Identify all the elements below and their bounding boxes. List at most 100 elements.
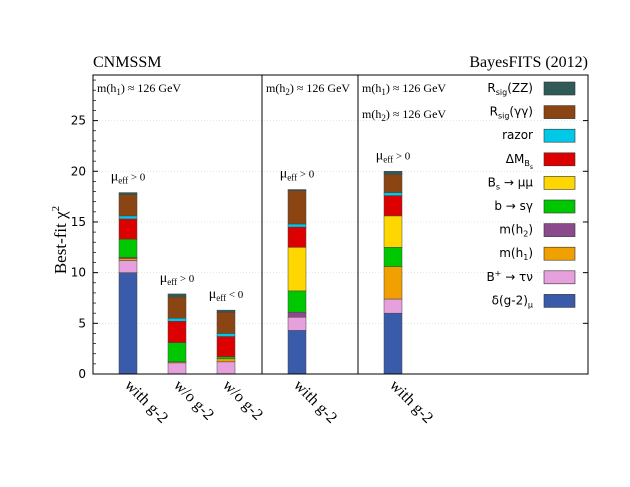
bar-segment-bsg bbox=[216, 356, 236, 360]
bar-segment-bsg bbox=[383, 247, 403, 267]
plot-border bbox=[92, 74, 589, 375]
plot-frame bbox=[92, 74, 589, 375]
bar-segment-razor bbox=[167, 318, 187, 322]
legend-label: m(h2) bbox=[499, 223, 533, 239]
y-tick-label: 10 bbox=[71, 266, 86, 280]
panel-annotations: m(h1) ≈ 126 GeV m(h2) ≈ 126 GeV m(h1) ≈ 12… bbox=[97, 81, 446, 303]
mu-eff-label: μeff < 0 bbox=[209, 287, 244, 303]
bar-segment-dmbs bbox=[287, 226, 307, 248]
bar-segment-rzz bbox=[167, 293, 187, 298]
panel-annotation: m(h2) ≈ 126 GeV bbox=[266, 81, 350, 97]
bar-segment-btaunu bbox=[383, 298, 403, 314]
panel-annotation: m(h2) ≈ 126 GeV bbox=[362, 107, 446, 123]
bar-segment-btaunu bbox=[167, 362, 187, 375]
legend-item-g2: δ(g-2)μ bbox=[492, 293, 576, 309]
legend-item-bsmumu: Bs → μμ bbox=[488, 175, 576, 191]
legend-label: b → sγ bbox=[494, 199, 533, 213]
bar-segment-mh1 bbox=[383, 266, 403, 300]
legend-swatch bbox=[543, 199, 576, 214]
legend-swatch bbox=[543, 294, 576, 308]
bar-stack bbox=[118, 192, 138, 375]
bar-stack bbox=[167, 293, 187, 375]
bar-stack bbox=[383, 171, 403, 375]
legend-swatch bbox=[543, 176, 576, 190]
legend-label: m(h1) bbox=[499, 246, 533, 262]
panel-annotation: m(h1) ≈ 126 GeV bbox=[362, 81, 446, 97]
y-axis: 0 5 10 15 20 25 bbox=[71, 79, 588, 381]
mu-eff-label: μeff > 0 bbox=[111, 170, 146, 186]
y-tick-label: 25 bbox=[71, 114, 86, 128]
legend: Rsig(ZZ) Rsig(γγ) razor ΔMBs Bs → μμ b → sγ m(… bbox=[486, 81, 576, 309]
legend-item-dmbs: ΔMBs bbox=[506, 152, 576, 171]
bar-segment-razor bbox=[216, 333, 236, 337]
x-tick-label: w/o g-2 bbox=[219, 377, 266, 424]
legend-swatch bbox=[543, 128, 576, 143]
bar-segment-btaunu bbox=[216, 361, 236, 375]
x-tick-label: w/o g-2 bbox=[170, 377, 217, 424]
x-tick-label: with g-2 bbox=[121, 377, 171, 427]
legend-item-rzz: Rsig(ZZ) bbox=[487, 81, 576, 97]
y-axis-title: Best-fit χ2 bbox=[50, 206, 70, 274]
bar-segment-rzz bbox=[118, 192, 138, 195]
bar-segment-rzz bbox=[287, 189, 307, 191]
legend-item-btaunu: B+ → τν bbox=[486, 269, 576, 285]
bar-segment-btaunu bbox=[287, 316, 307, 331]
bar-segment-rzz bbox=[383, 171, 403, 175]
bar-segment-g2 bbox=[118, 272, 138, 375]
bar-segment-mh1 bbox=[216, 358, 236, 363]
legend-label: Rsig(γγ) bbox=[490, 105, 533, 121]
legend-item-razor: razor bbox=[502, 128, 576, 143]
bar-segment-dmbs bbox=[167, 321, 187, 343]
legend-item-mh2: m(h2) bbox=[499, 223, 576, 239]
mu-eff-label: μeff > 0 bbox=[160, 271, 195, 287]
legend-swatch bbox=[543, 246, 576, 261]
bar-segment-bsg bbox=[167, 342, 187, 363]
y-tick-label: 15 bbox=[71, 215, 86, 229]
legend-label: razor bbox=[502, 128, 533, 142]
bar-segment-g2 bbox=[287, 330, 307, 375]
bar-segment-dmbs bbox=[216, 336, 236, 358]
legend-label: Bs → μμ bbox=[488, 175, 534, 191]
y-tick-label: 5 bbox=[78, 316, 86, 330]
bar-stack bbox=[216, 309, 236, 375]
y-tick-label: 20 bbox=[71, 164, 86, 178]
bar-segment-bsg bbox=[287, 290, 307, 313]
bar-segment-razor bbox=[383, 192, 403, 196]
bar-segment-razor bbox=[287, 223, 307, 228]
x-tick-label: with g-2 bbox=[290, 377, 340, 427]
legend-label: B+ → τν bbox=[486, 269, 533, 284]
bar-segment-dmbs bbox=[118, 218, 138, 240]
legend-item-mh1: m(h1) bbox=[499, 246, 576, 262]
x-tick-label: with g-2 bbox=[386, 377, 436, 427]
panel-annotation: m(h1) ≈ 126 GeV bbox=[97, 81, 181, 97]
bar-segment-mh1 bbox=[118, 258, 138, 261]
mu-eff-label: μeff > 0 bbox=[280, 167, 315, 183]
bar-segment-razor bbox=[118, 215, 138, 220]
legend-item-rgg: Rsig(γγ) bbox=[490, 105, 576, 121]
bars bbox=[118, 171, 403, 375]
bar-segment-btaunu bbox=[118, 260, 138, 273]
bar-segment-mh2 bbox=[287, 311, 307, 318]
legend-item-bsg: b → sγ bbox=[494, 199, 576, 214]
x-labels: with g-2w/o g-2 w/o g-2 with g-2 with g-2 bbox=[121, 377, 436, 427]
legend-swatch bbox=[543, 81, 576, 96]
bar-segment-bsmumu bbox=[383, 215, 403, 248]
legend-swatch bbox=[543, 152, 576, 167]
bar-segment-rgg bbox=[118, 194, 138, 217]
bar-segment-dmbs bbox=[383, 195, 403, 217]
bar-segment-rgg bbox=[287, 190, 307, 225]
y-axis-label: Best-fit χ2 bbox=[50, 206, 70, 274]
y-tick-label: 0 bbox=[78, 367, 86, 381]
bar-segment-rzz bbox=[216, 309, 236, 313]
bar-segment-bsmumu bbox=[287, 247, 307, 292]
bar-segment-g2 bbox=[383, 312, 403, 375]
legend-swatch bbox=[543, 270, 576, 285]
legend-swatch bbox=[543, 223, 576, 237]
header-right: BayesFITS (2012) bbox=[469, 54, 588, 71]
bar-segment-bsg bbox=[118, 238, 138, 258]
bar-segment-rgg bbox=[216, 311, 236, 334]
bar-stack bbox=[287, 189, 307, 375]
legend-label: Rsig(ZZ) bbox=[487, 81, 533, 97]
legend-label: δ(g-2)μ bbox=[492, 293, 533, 309]
